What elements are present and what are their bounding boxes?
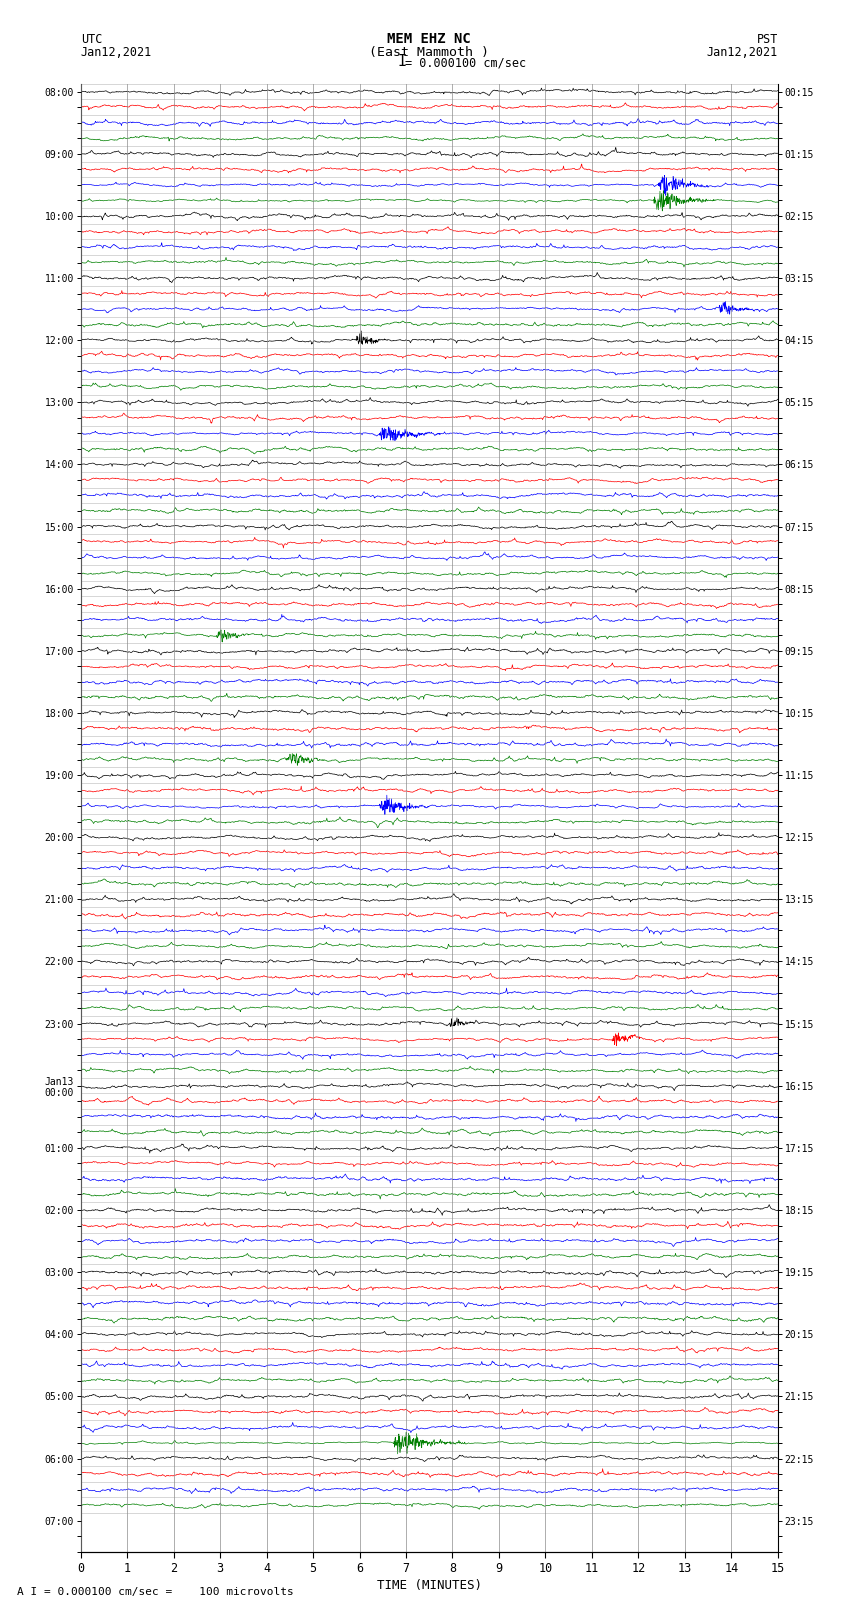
Text: (East Mammoth ): (East Mammoth )	[369, 45, 490, 58]
Text: Jan12,2021: Jan12,2021	[81, 45, 152, 58]
Text: A I = 0.000100 cm/sec =    100 microvolts: A I = 0.000100 cm/sec = 100 microvolts	[17, 1587, 294, 1597]
Text: I: I	[398, 55, 407, 69]
Text: PST: PST	[756, 32, 778, 45]
X-axis label: TIME (MINUTES): TIME (MINUTES)	[377, 1579, 482, 1592]
Text: UTC: UTC	[81, 32, 102, 45]
Text: = 0.000100 cm/sec: = 0.000100 cm/sec	[405, 56, 525, 69]
Text: Jan12,2021: Jan12,2021	[706, 45, 778, 58]
Text: MEM EHZ NC: MEM EHZ NC	[388, 32, 471, 45]
